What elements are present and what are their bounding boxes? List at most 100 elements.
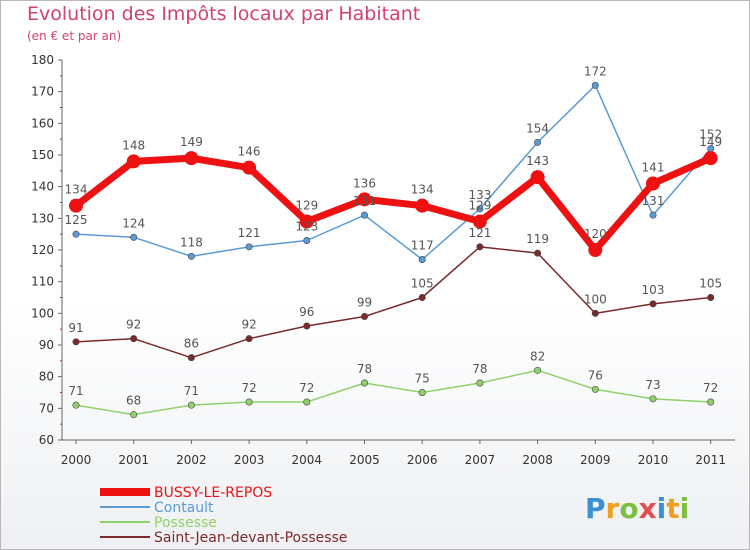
data-point <box>591 309 599 317</box>
y-tick-label: 100 <box>31 306 54 320</box>
x-tick-label: 2001 <box>118 453 149 467</box>
data-point <box>360 312 368 320</box>
data-label: 123 <box>295 220 318 234</box>
data-point <box>245 335 253 343</box>
data-point <box>534 138 542 146</box>
series-line-0 <box>73 154 713 254</box>
data-point <box>303 398 311 406</box>
data-label: 118 <box>180 235 203 249</box>
data-point <box>299 214 314 229</box>
axes: 60 70 80 90 100 110 120 130 140 150 160 170 180 2000 2… <box>31 53 735 467</box>
data-label: 152 <box>699 128 722 142</box>
legend-label: Contault <box>154 500 214 516</box>
x-tick-label: 2002 <box>176 453 207 467</box>
logo-letter: P <box>585 492 606 525</box>
data-point <box>591 385 599 393</box>
y-tick-label: 140 <box>31 180 54 194</box>
data-label: 134 <box>411 183 434 197</box>
data-point <box>649 211 657 219</box>
data-label: 68 <box>126 394 141 408</box>
data-point <box>72 401 80 409</box>
data-label: 71 <box>68 384 83 398</box>
data-point <box>245 243 253 251</box>
data-label: 117 <box>411 239 434 253</box>
data-label: 149 <box>699 135 722 149</box>
data-point <box>476 379 484 387</box>
data-point <box>530 170 545 185</box>
data-label: 105 <box>699 277 722 291</box>
data-point <box>649 395 657 403</box>
y-tick-label: 90 <box>39 338 54 352</box>
data-point <box>418 293 426 301</box>
data-point <box>303 237 311 245</box>
data-label: 129 <box>295 199 318 213</box>
data-label: 149 <box>180 135 203 149</box>
data-point <box>187 354 195 362</box>
x-tick-label: 2006 <box>407 453 438 467</box>
data-point <box>360 211 368 219</box>
data-label: 72 <box>241 381 256 395</box>
chart-subtitle: (en € et par an) <box>27 29 122 43</box>
data-label: 154 <box>526 121 549 135</box>
data-point <box>415 198 430 213</box>
data-point <box>357 192 372 207</box>
series-line-1 <box>75 84 712 261</box>
y-tick-label: 150 <box>31 148 54 162</box>
proxiti-logo: Proxiti <box>585 492 689 525</box>
data-label: 121 <box>238 226 261 240</box>
data-label: 125 <box>65 213 88 227</box>
data-label: 78 <box>357 362 372 376</box>
logo-letter: i <box>657 492 667 525</box>
data-label: 124 <box>122 216 145 230</box>
data-label: 91 <box>68 321 83 335</box>
legend-label: Saint-Jean-devant-Possesse <box>154 530 347 546</box>
data-label: 72 <box>299 381 314 395</box>
data-label: 131 <box>642 194 665 208</box>
data-point <box>303 322 311 330</box>
logo-letter: t <box>666 492 679 525</box>
data-point <box>703 151 718 166</box>
data-label: 133 <box>468 188 491 202</box>
data-label: 86 <box>184 337 199 351</box>
data-point <box>72 338 80 346</box>
legend-label: Possesse <box>154 515 217 531</box>
chart-title: Evolution des Impôts locaux par Habitant <box>27 3 421 25</box>
data-point <box>534 249 542 257</box>
data-point <box>646 176 660 191</box>
data-label: 71 <box>184 384 199 398</box>
data-point <box>130 411 138 419</box>
data-point <box>69 198 83 213</box>
data-point <box>476 243 484 251</box>
data-point <box>72 230 80 238</box>
data-label: 100 <box>584 292 607 306</box>
logo-letter: x <box>639 492 657 525</box>
data-label: 131 <box>353 194 376 208</box>
data-point <box>588 243 603 257</box>
x-tick-label: 2004 <box>292 453 323 467</box>
series-line-3 <box>75 246 711 359</box>
data-label: 72 <box>703 381 718 395</box>
data-label: 146 <box>238 145 261 159</box>
data-label: 105 <box>411 277 434 291</box>
y-tick-label: 80 <box>39 370 54 384</box>
data-point <box>534 366 542 374</box>
y-tick-label: 130 <box>31 211 54 225</box>
data-label: 76 <box>588 368 603 382</box>
data-point <box>187 252 195 260</box>
data-point <box>591 81 599 89</box>
data-point <box>418 255 426 263</box>
x-tick-label: 2000 <box>61 453 92 467</box>
series-line-2 <box>75 369 711 416</box>
data-label: 92 <box>126 318 141 332</box>
x-tick-label: 2005 <box>349 453 380 467</box>
data-label: 134 <box>65 183 88 197</box>
data-label: 73 <box>645 378 660 392</box>
data-point <box>130 335 138 343</box>
legend-label: BUSSY-LE-REPOS <box>154 485 272 501</box>
data-label: 99 <box>357 296 372 310</box>
data-label: 92 <box>241 318 256 332</box>
data-label: 136 <box>353 176 376 190</box>
data-point <box>187 401 195 409</box>
